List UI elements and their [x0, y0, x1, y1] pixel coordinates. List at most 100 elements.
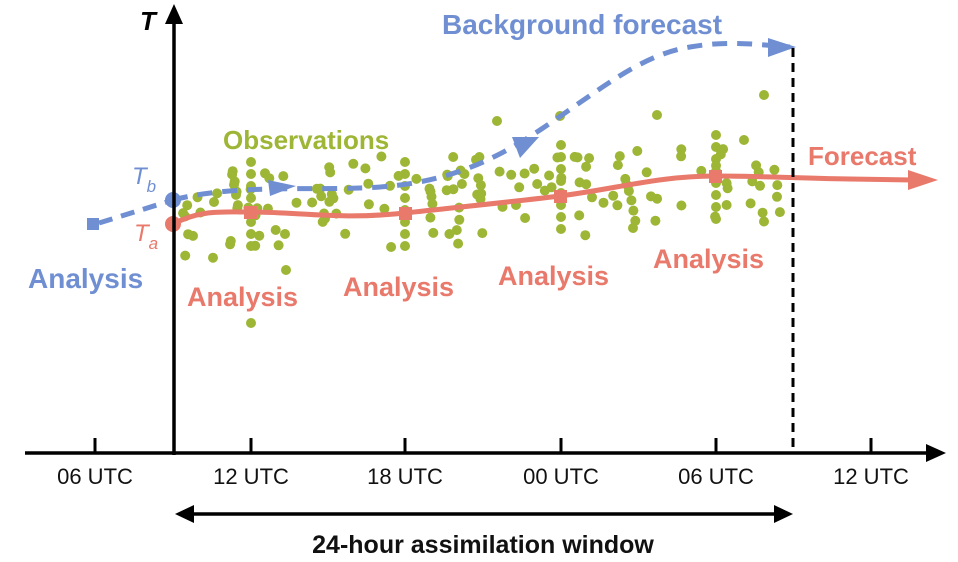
observation-dot	[641, 167, 652, 178]
forecast-arrowhead	[908, 170, 938, 190]
observation-dot	[759, 216, 769, 227]
y-axis-arrowhead	[165, 4, 183, 24]
analysis-label: Analysis	[498, 261, 609, 291]
observation-dot	[759, 90, 769, 100]
observation-dot	[411, 173, 422, 184]
observation-dot	[556, 212, 566, 222]
observation-dot	[626, 195, 637, 206]
observation-dot	[426, 191, 437, 202]
tick-label: 12 UTC	[213, 464, 289, 489]
observation-dot	[475, 180, 486, 191]
observation-dot	[722, 183, 733, 194]
observation-dot	[325, 167, 336, 178]
analysis-line	[171, 173, 913, 227]
observation-dot	[363, 178, 374, 189]
ta-label: Ta	[134, 220, 158, 253]
prior-analysis-marker	[87, 218, 99, 230]
observation-dot	[393, 170, 404, 181]
observation-dot	[710, 211, 721, 222]
observation-dot	[587, 192, 597, 203]
observation-dot	[718, 144, 729, 155]
observation-dot	[264, 173, 275, 184]
x-axis-arrowhead	[926, 444, 946, 462]
window-arrowhead-left	[175, 505, 194, 523]
observation-dot	[425, 212, 436, 223]
observation-dot	[246, 157, 256, 167]
forecast-label: Forecast	[808, 141, 917, 171]
observation-dot	[316, 191, 327, 202]
observation-dot	[281, 265, 291, 275]
observation-dot	[227, 166, 238, 177]
observation-dot	[209, 197, 219, 207]
x-tick-labels: 06 UTC 12 UTC 18 UTC 00 UTC 06 UTC 12 UT…	[57, 464, 909, 489]
observation-dot	[676, 200, 687, 211]
observation-dot	[427, 198, 438, 209]
observation-dot	[400, 241, 410, 251]
window-arrowhead-right	[774, 505, 793, 523]
observation-dot	[556, 224, 566, 234]
observation-dot	[307, 197, 318, 208]
tick-label: 12 UTC	[833, 464, 909, 489]
observation-dot	[772, 191, 782, 202]
observation-dot	[623, 186, 634, 196]
observation-dot	[519, 168, 530, 179]
observation-dot	[721, 200, 732, 210]
observation-dot	[520, 213, 531, 223]
observation-dot	[270, 225, 281, 235]
observation-dot	[492, 116, 502, 126]
observation-dot	[225, 236, 236, 246]
observation-dot	[612, 160, 623, 171]
observation-dot	[628, 205, 639, 216]
observation-dot	[556, 164, 566, 174]
observation-dot	[451, 225, 462, 236]
observation-dot	[652, 110, 662, 120]
background-arrowhead	[768, 38, 796, 57]
observation-dot	[246, 193, 256, 203]
observation-dot	[772, 180, 783, 191]
analysis-label: Analysis	[343, 272, 454, 302]
observation-dot	[650, 215, 661, 226]
prior-background-segment	[98, 197, 174, 226]
observation-dot	[544, 170, 555, 181]
observation-dot	[614, 151, 625, 162]
observation-dot	[246, 318, 256, 328]
observation-dot	[454, 214, 465, 225]
observation-dot	[584, 153, 595, 164]
observation-dot	[453, 238, 464, 249]
observation-dot	[400, 157, 410, 167]
observation-dot	[182, 200, 193, 211]
observation-dot	[556, 140, 566, 150]
analysis-label: Analysis	[187, 282, 298, 312]
assimilation-window-arrow	[175, 505, 793, 523]
observation-dot	[552, 152, 563, 163]
observation-dot	[628, 223, 638, 233]
analysis-marker	[399, 207, 412, 220]
observation-dot	[386, 242, 397, 252]
observation-dot	[246, 169, 256, 179]
observation-dot	[739, 135, 749, 145]
observation-dot	[711, 202, 721, 212]
background-arrowhead	[512, 137, 539, 158]
observation-dot	[250, 240, 261, 251]
observation-dot	[363, 199, 374, 210]
observation-dot	[580, 230, 591, 241]
observation-dot	[676, 151, 687, 162]
observation-dot	[340, 228, 351, 239]
analysis-marker	[554, 190, 567, 203]
observation-dots	[178, 90, 785, 328]
observation-dot	[494, 166, 505, 177]
observation-dot	[574, 210, 585, 221]
analysis-label: Analysis	[653, 244, 764, 274]
observation-dot	[711, 160, 721, 171]
observation-dot	[280, 229, 290, 239]
observation-dot	[273, 240, 284, 251]
observation-dot	[612, 200, 623, 211]
axes	[25, 4, 946, 462]
observations-label: Observations	[223, 125, 389, 155]
observation-dot	[774, 207, 785, 218]
observation-dot	[477, 228, 488, 239]
analysis-marker	[709, 170, 722, 183]
observation-dot	[254, 230, 265, 241]
